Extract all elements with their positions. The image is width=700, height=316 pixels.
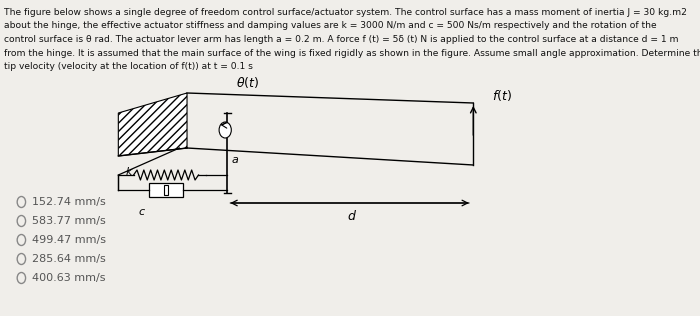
Polygon shape bbox=[118, 93, 187, 156]
Text: tip velocity (velocity at the location of f(t)) at t = 0.1 s: tip velocity (velocity at the location o… bbox=[4, 62, 253, 71]
Text: control surface is θ rad. The actuator lever arm has length a = 0.2 m. A force f: control surface is θ rad. The actuator l… bbox=[4, 35, 678, 44]
Text: 499.47 mm/s: 499.47 mm/s bbox=[32, 235, 106, 245]
Text: c: c bbox=[138, 207, 144, 217]
Text: 285.64 mm/s: 285.64 mm/s bbox=[32, 254, 106, 264]
Text: 583.77 mm/s: 583.77 mm/s bbox=[32, 216, 106, 226]
Text: The figure below shows a single degree of freedom control surface/actuator syste: The figure below shows a single degree o… bbox=[4, 8, 687, 17]
Text: about the hinge, the effective actuator stiffness and damping values are k = 300: about the hinge, the effective actuator … bbox=[4, 21, 657, 31]
Text: from the hinge. It is assumed that the main surface of the wing is fixed rigidly: from the hinge. It is assumed that the m… bbox=[4, 48, 700, 58]
Bar bbox=[149, 183, 183, 197]
Text: k: k bbox=[126, 167, 132, 177]
Text: 152.74 mm/s: 152.74 mm/s bbox=[32, 197, 106, 207]
Text: d: d bbox=[347, 210, 355, 223]
Text: $\theta(t)$: $\theta(t)$ bbox=[237, 75, 260, 90]
Text: $f(t)$: $f(t)$ bbox=[492, 88, 512, 103]
Bar bbox=[164, 185, 168, 195]
Text: 400.63 mm/s: 400.63 mm/s bbox=[32, 273, 106, 283]
Circle shape bbox=[219, 122, 231, 138]
Text: a: a bbox=[231, 155, 238, 165]
